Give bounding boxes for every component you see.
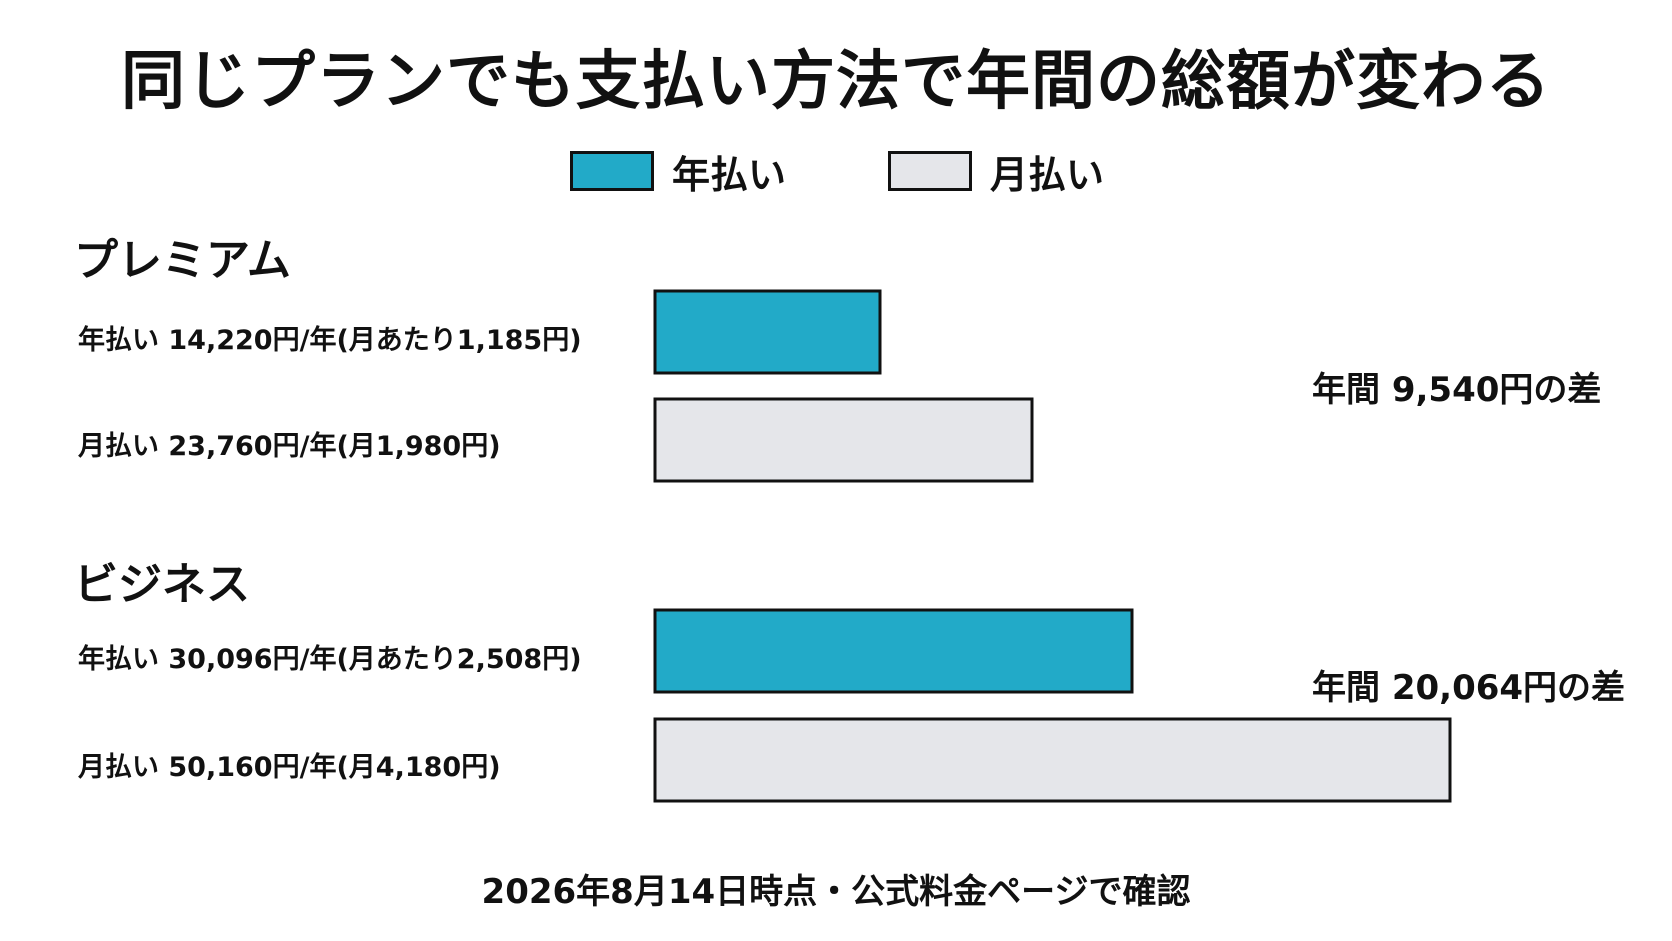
group-title-business: ビジネス [74,559,250,610]
legend-swatch-monthly [888,151,972,191]
bar-premium-monthly [653,397,1034,483]
legend-item-monthly: 月払い [888,146,1105,197]
bar-label-premium-annual: 年払い 14,220円/年(月あたり1,185円) [78,325,582,356]
bar-label-business-annual: 年払い 30,096円/年(月あたり2,508円) [78,644,582,675]
bar-business-annual [653,608,1134,694]
legend: 年払い 月払い [0,146,1672,197]
legend-label-annual: 年払い [672,152,787,197]
footer-note: 2026年8月14日時点・公式料金ページで確認 [481,872,1191,912]
legend-label-monthly: 月払い [990,152,1105,197]
difference-label-business: 年間 20,064円の差 [1312,668,1626,708]
legend-item-annual: 年払い [570,146,787,197]
bar-label-business-monthly: 月払い 50,160円/年(月4,180円) [78,752,501,783]
group-title-premium: プレミアム [74,235,291,286]
bar-label-premium-monthly: 月払い 23,760円/年(月1,980円) [78,431,501,462]
legend-swatch-annual [570,151,654,191]
difference-label-premium: 年間 9,540円の差 [1312,370,1602,410]
bar-business-monthly [653,717,1452,803]
bar-premium-annual [653,289,882,375]
chart-title: 同じプランでも支払い方法で年間の総額が変わる [121,45,1551,119]
